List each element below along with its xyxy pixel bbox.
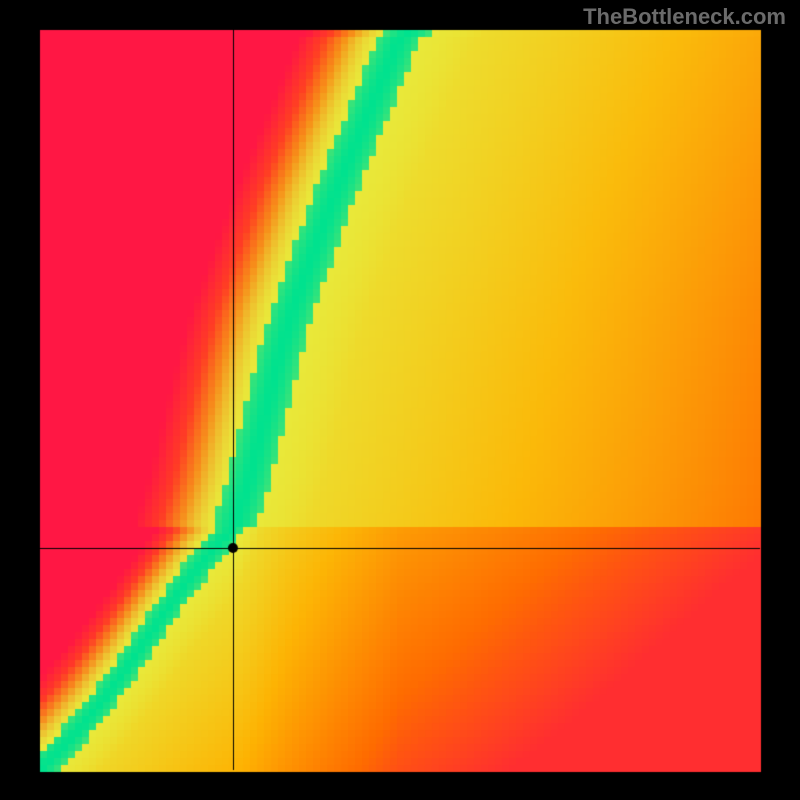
heatmap-canvas (0, 0, 800, 800)
chart-container: TheBottleneck.com (0, 0, 800, 800)
watermark-text: TheBottleneck.com (583, 4, 786, 30)
